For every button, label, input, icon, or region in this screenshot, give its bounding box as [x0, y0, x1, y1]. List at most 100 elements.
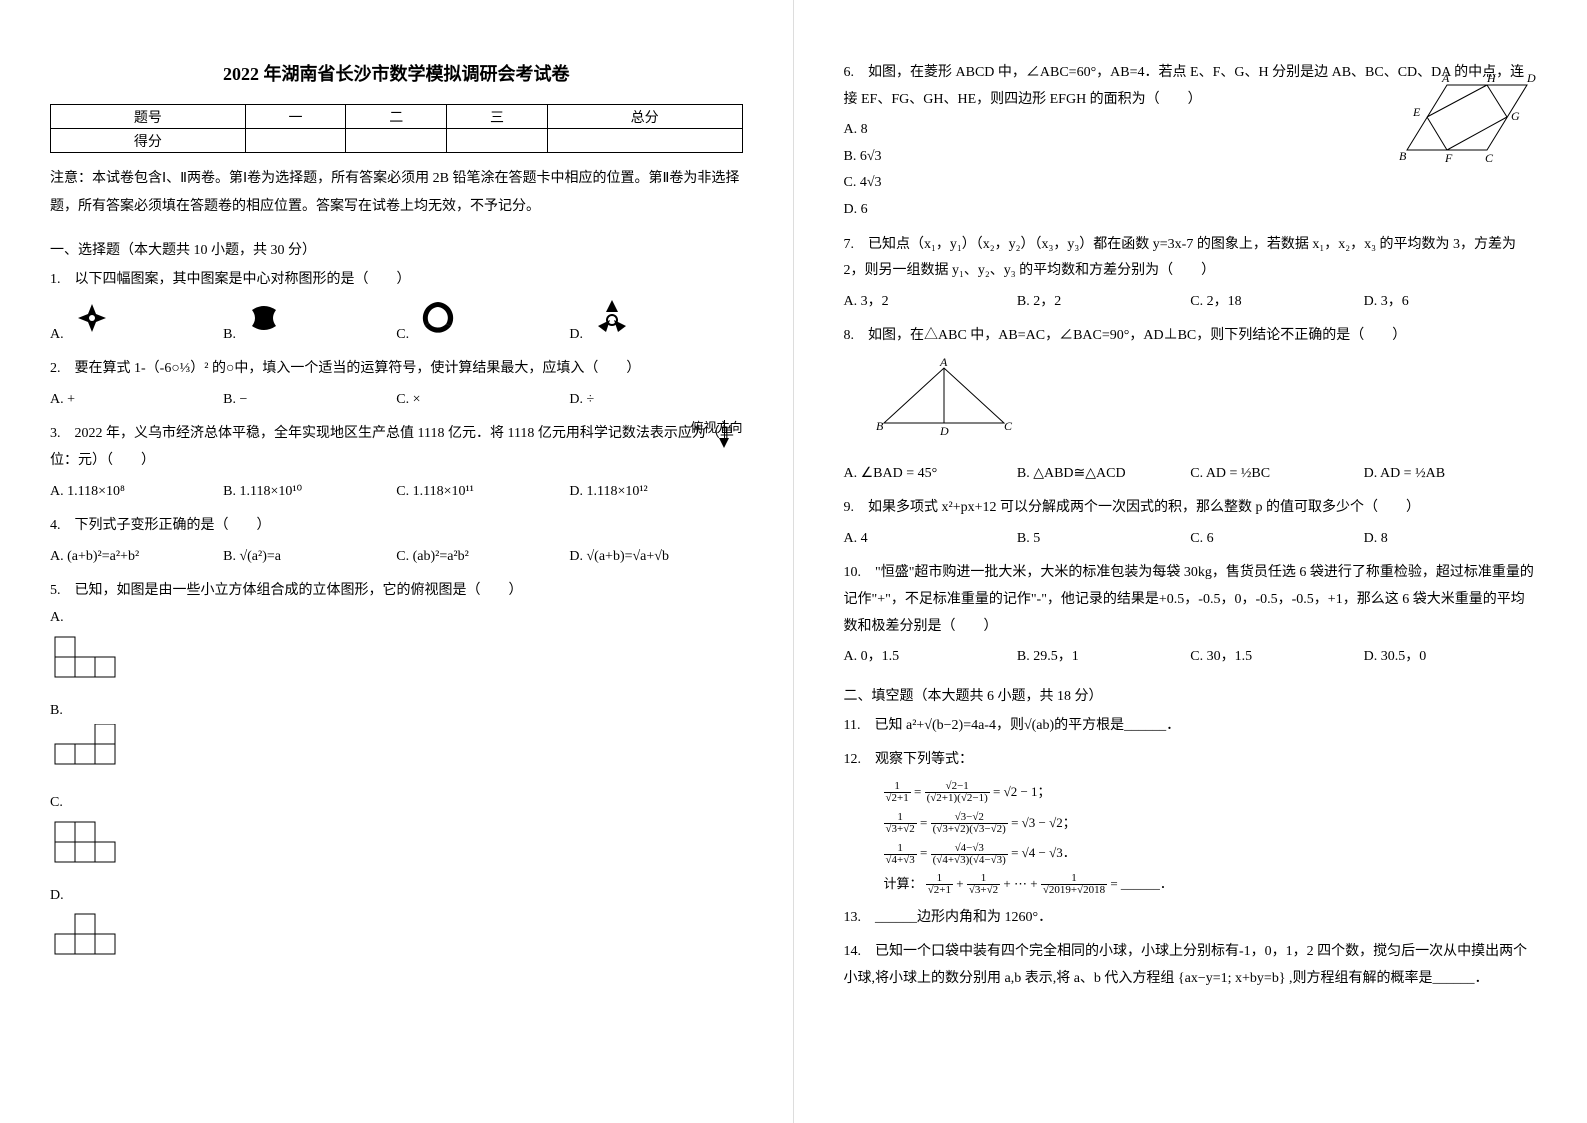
svg-text:H: H: [1486, 71, 1497, 85]
section-2-header: 二、填空题（本大题共 6 小题，共 18 分）: [844, 685, 1538, 705]
q2-opt-c: C. ×: [396, 387, 569, 414]
q2-opt-a: A. +: [50, 387, 223, 414]
svg-text:A: A: [1441, 71, 1450, 85]
question-3: 3. 2022 年，义乌市经济总体平稳，全年实现地区生产总值 1118 亿元．将…: [50, 421, 743, 505]
q5-opt-c: C.: [50, 790, 743, 877]
q3-opt-b: B. 1.118×10¹⁰: [223, 479, 396, 506]
q8-text: 8. 如图，在△ABC 中，AB=AC，∠BAC=90°，AD⊥BC，则下列结论…: [844, 323, 1538, 350]
q7-opt-b: B. 2，2: [1017, 289, 1190, 316]
q1-opt-c: C.: [396, 298, 569, 349]
question-14: 14. 已知一个口袋中装有四个完全相同的小球，小球上分别标有-1，0，1，2 四…: [844, 939, 1538, 992]
q4-opt-a: A. (a+b)²=a²+b²: [50, 544, 223, 571]
q1-opt-a: A.: [50, 298, 223, 349]
q3-text: 3. 2022 年，义乌市经济总体平稳，全年实现地区生产总值 1118 亿元．将…: [50, 421, 743, 474]
q9-opt-b: B. 5: [1017, 526, 1190, 553]
q2-text: 2. 要在算式 1-（-6○⅓）² 的○中，填入一个适当的运算符号，使计算结果最…: [50, 356, 743, 383]
question-8: 8. 如图，在△ABC 中，AB=AC，∠BAC=90°，AD⊥BC，则下列结论…: [844, 323, 1538, 487]
q7-text: 7. 已知点（x₁，y₁）（x₂，y₂）（x₃，y₃）都在函数 y=3x-7 的…: [844, 232, 1538, 285]
question-2: 2. 要在算式 1-（-6○⅓）² 的○中，填入一个适当的运算符号，使计算结果最…: [50, 356, 743, 413]
q3-opt-c: C. 1.118×10¹¹: [396, 479, 569, 506]
q3-opt-d: D. 1.118×10¹²: [569, 479, 742, 506]
rhombus-figure: AHD EG BFC: [1377, 70, 1537, 170]
q10-opt-c: C. 30，1.5: [1190, 644, 1363, 671]
svg-text:B: B: [1399, 149, 1407, 163]
score-table: 题号 一 二 三 总分 得分: [50, 104, 743, 153]
q5-text: 5. 已知，如图是由一些小立方体组合成的立体图形，它的俯视图是（ ）: [50, 578, 743, 605]
svg-text:F: F: [1444, 151, 1453, 165]
section-1-header: 一、选择题（本大题共 10 小题，共 30 分）: [50, 239, 743, 259]
q7-opt-a: A. 3，2: [844, 289, 1017, 316]
svg-text:B: B: [876, 419, 884, 433]
equation-line: 1√4+√3 = √4−√3(√4+√3)(√4−√3) = √4 − √3．: [884, 841, 1538, 866]
q12-text: 12. 观察下列等式：: [844, 747, 1538, 774]
q4-text: 4. 下列式子变形正确的是（ ）: [50, 513, 743, 540]
q10-opt-d: D. 30.5，0: [1364, 644, 1537, 671]
q6-opt-c: C. 4√3: [844, 170, 1538, 197]
pattern-icon: [67, 298, 117, 338]
pattern-icon: [239, 298, 289, 338]
col-header: 二: [346, 105, 447, 129]
col-header: 题号: [51, 105, 246, 129]
col-header: 总分: [547, 105, 742, 129]
svg-text:C: C: [1004, 419, 1013, 433]
question-10: 10. "恒盛"超市购进一批大米，大米的标准包装为每袋 30kg，售货员任选 6…: [844, 560, 1538, 670]
table-row: 题号 一 二 三 总分: [51, 105, 743, 129]
pattern-icon: [587, 298, 637, 338]
q9-opt-a: A. 4: [844, 526, 1017, 553]
q10-opt-a: A. 0，1.5: [844, 644, 1017, 671]
q9-opt-d: D. 8: [1364, 526, 1537, 553]
triangle-figure: A B D C: [874, 358, 1014, 438]
question-12: 12. 观察下列等式： 1√2+1 = √2−1(√2+1)(√2−1) = √…: [844, 747, 1538, 896]
equation-line: 1√2+1 = √2−1(√2+1)(√2−1) = √2 − 1；: [884, 780, 1538, 805]
q8-opt-b: B. △ABD≅△ACD: [1017, 461, 1190, 488]
question-11: 11. 已知 a²+√(b−2)=4a-4，则√(ab)的平方根是______．: [844, 713, 1538, 740]
col-header: 三: [447, 105, 548, 129]
topview-icon: [50, 909, 140, 969]
q5-opt-a: A.: [50, 605, 743, 692]
equation-calc: 计算： 1√2+1 + 1√3+√2 + ⋯ + 1√2019+√2018 = …: [884, 872, 1538, 897]
row-label: 得分: [51, 129, 246, 153]
svg-text:A: A: [939, 358, 948, 369]
q9-text: 9. 如果多项式 x²+px+12 可以分解成两个一次因式的积，那么整数 p 的…: [844, 495, 1538, 522]
q4-opt-d: D. √(a+b)=√a+√b: [569, 544, 742, 571]
exam-title: 2022 年湖南省长沙市数学模拟调研会考试卷: [50, 60, 743, 86]
q5-opt-d: D.: [50, 883, 743, 970]
svg-text:E: E: [1412, 105, 1421, 119]
q8-opt-c: C. AD = ½BC: [1190, 461, 1363, 488]
topview-icon: [50, 817, 140, 877]
q2-opt-d: D. ÷: [569, 387, 742, 414]
q10-text: 10. "恒盛"超市购进一批大米，大米的标准包装为每袋 30kg，售货员任选 6…: [844, 560, 1538, 640]
svg-text:C: C: [1485, 151, 1494, 165]
arrow-line: [724, 420, 725, 440]
question-5: 5. 已知，如图是由一些小立方体组合成的立体图形，它的俯视图是（ ） 俯视方向 …: [50, 578, 743, 969]
question-1: 1. 以下四幅图案，其中图案是中心对称图形的是（ ） A. B. C.: [50, 267, 743, 348]
exam-notice: 注意：本试卷包含Ⅰ、Ⅱ两卷。第Ⅰ卷为选择题，所有答案必须用 2B 铅笔涂在答题卡…: [50, 165, 743, 221]
q1-opt-b: B.: [223, 298, 396, 349]
question-7: 7. 已知点（x₁，y₁）（x₂，y₂）（x₃，y₃）都在函数 y=3x-7 的…: [844, 232, 1538, 316]
col-header: 一: [245, 105, 346, 129]
svg-text:D: D: [939, 424, 949, 438]
q10-opt-b: B. 29.5，1: [1017, 644, 1190, 671]
q5-opt-b: B.: [50, 698, 743, 785]
question-13: 13. ______边形内角和为 1260°．: [844, 905, 1538, 932]
q1-opt-d: D.: [569, 298, 742, 349]
q3-opt-a: A. 1.118×10⁸: [50, 479, 223, 506]
question-4: 4. 下列式子变形正确的是（ ） A. (a+b)²=a²+b² B. √(a²…: [50, 513, 743, 570]
arrow-down-icon: [719, 438, 729, 448]
table-row: 得分: [51, 129, 743, 153]
topview-icon: [50, 724, 140, 784]
topview-icon: [50, 632, 140, 692]
question-6: 6. 如图，在菱形 ABCD 中，∠ABC=60°，AB=4．若点 E、F、G、…: [844, 60, 1538, 224]
q6-opt-d: D. 6: [844, 197, 1538, 224]
q7-opt-d: D. 3，6: [1364, 289, 1537, 316]
q1-text: 1. 以下四幅图案，其中图案是中心对称图形的是（ ）: [50, 267, 743, 294]
question-9: 9. 如果多项式 x²+px+12 可以分解成两个一次因式的积，那么整数 p 的…: [844, 495, 1538, 552]
q4-opt-c: C. (ab)²=a²b²: [396, 544, 569, 571]
pattern-icon: [413, 298, 463, 338]
q2-opt-b: B. −: [223, 387, 396, 414]
q7-opt-c: C. 2，18: [1190, 289, 1363, 316]
svg-text:G: G: [1511, 109, 1520, 123]
q4-opt-b: B. √(a²)=a: [223, 544, 396, 571]
q9-opt-c: C. 6: [1190, 526, 1363, 553]
view-direction-label: 俯视方向: [690, 416, 742, 441]
